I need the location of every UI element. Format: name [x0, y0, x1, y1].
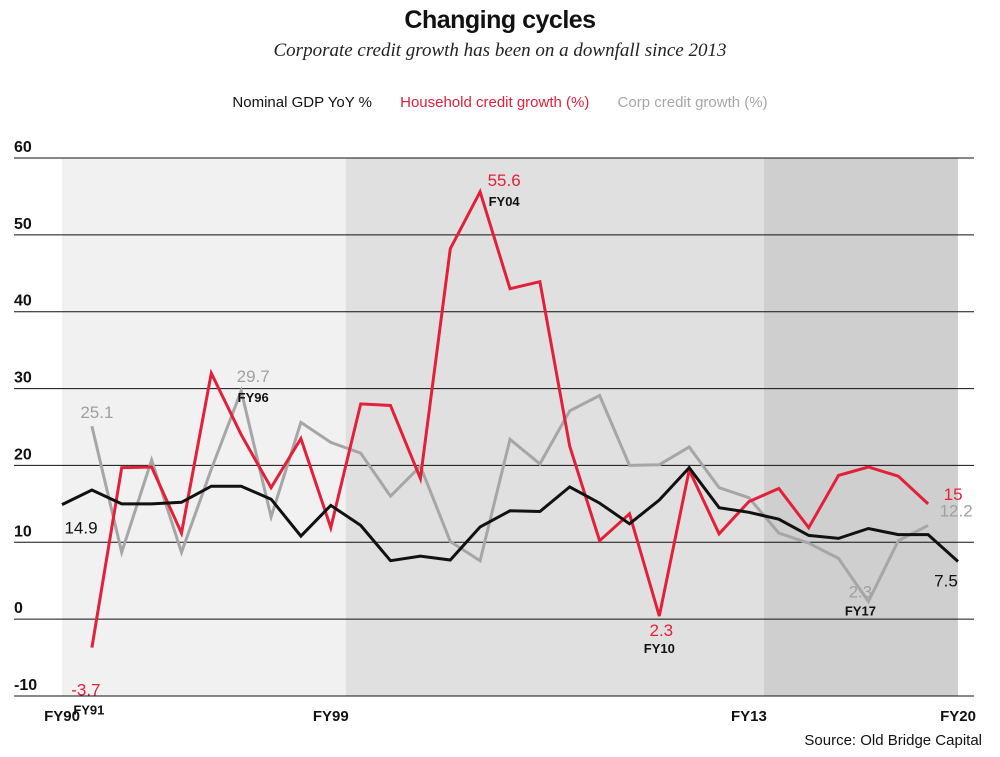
annotation-value: 2.3	[849, 582, 873, 601]
annotation-value: 55.6	[488, 171, 521, 190]
annotation-fy-label: FY17	[845, 603, 876, 618]
annotation-value: 25.1	[80, 403, 113, 422]
annotation-value: 29.7	[237, 367, 270, 386]
y-tick-label: 0	[14, 600, 23, 617]
chart-title: Changing cycles	[404, 6, 596, 34]
legend-item-corp: Corp credit growth (%)	[617, 94, 768, 111]
series-lines	[61, 187, 960, 648]
y-tick-label: 60	[14, 139, 32, 156]
annotation-fy-label: FY04	[489, 194, 521, 209]
legend-item-household: Household credit growth (%)	[400, 94, 590, 111]
x-tick-label: FY13	[731, 708, 767, 725]
series-line-gdp	[61, 465, 960, 563]
chart-subtitle: Corporate credit growth has been on a do…	[273, 40, 727, 61]
y-tick-label: 50	[14, 216, 32, 233]
shaded-region-1	[345, 158, 764, 696]
x-tick-label: FY90	[44, 708, 80, 725]
y-axis-ticks: -10 0 10 20 30 40 50 60	[14, 139, 37, 694]
annotation-fy-label: FY91	[73, 703, 104, 718]
x-tick-label: FY99	[313, 708, 349, 725]
annotation-fy-label: FY10	[644, 641, 675, 656]
x-axis-ticks: FY90 FY99 FY13 FY20	[44, 708, 976, 725]
annotation-value: 14.9	[64, 519, 97, 538]
annotation-value: 7.5	[934, 572, 958, 591]
shaded-region-0	[62, 158, 346, 696]
source-note: Source: Old Bridge Capital	[804, 732, 982, 749]
y-tick-label: 20	[14, 446, 32, 463]
shaded-region-2	[763, 158, 958, 696]
y-tick-label: 40	[14, 293, 32, 310]
annotation-value: 15	[944, 485, 963, 504]
legend-item-gdp: Nominal GDP YoY %	[232, 94, 372, 111]
annotation-value: -3.7	[71, 681, 100, 700]
gridlines	[14, 157, 974, 697]
x-tick-label: FY20	[940, 708, 976, 725]
annotations: 14.97.5-3.7FY9155.6FY042.3FY101525.129.7…	[64, 171, 972, 718]
legend: Nominal GDP YoY % Household credit growt…	[0, 94, 1000, 111]
annotation-value: 2.3	[650, 621, 674, 640]
annotation-value: 12.2	[940, 501, 973, 520]
y-tick-label: 30	[14, 370, 32, 387]
y-tick-label: 10	[14, 523, 32, 540]
y-tick-label: -10	[14, 677, 37, 694]
annotation-fy-label: FY96	[238, 390, 269, 405]
shaded-regions	[62, 158, 958, 696]
series-line-household	[90, 187, 930, 648]
